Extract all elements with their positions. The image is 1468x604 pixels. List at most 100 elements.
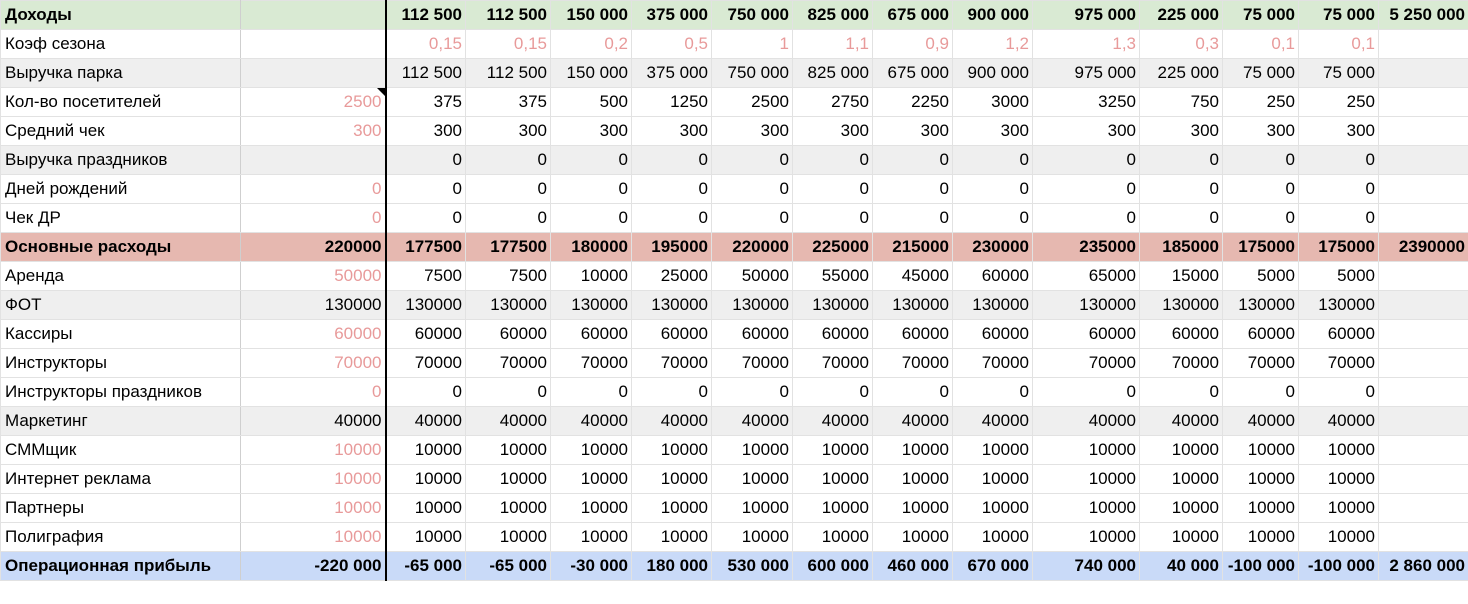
cell-avg-check-col12[interactable]: 300 (1222, 116, 1299, 146)
row-label-avg-check[interactable]: Средний чек (0, 116, 241, 146)
row-label-payroll[interactable]: ФОТ (0, 290, 241, 320)
cell-marketing-col12[interactable]: 40000 (1222, 406, 1299, 436)
cell-birthday-check-col9[interactable]: 0 (952, 203, 1033, 233)
cell-partners-col3[interactable]: 10000 (465, 493, 551, 523)
cell-season-coef-col11[interactable]: 0,3 (1139, 29, 1223, 59)
cell-season-coef-col9[interactable]: 1,2 (952, 29, 1033, 59)
cell-holiday-revenue-col8[interactable]: 0 (872, 145, 953, 175)
cell-cashiers-col14[interactable] (1378, 319, 1468, 349)
cell-income-col10[interactable]: 975 000 (1032, 0, 1140, 30)
cell-birthdays-col1[interactable]: 0 (240, 174, 387, 204)
cell-cashiers-col7[interactable]: 60000 (792, 319, 873, 349)
cell-printing-col14[interactable] (1378, 522, 1468, 552)
cell-season-coef-col13[interactable]: 0,1 (1298, 29, 1379, 59)
cell-avg-check-col5[interactable]: 300 (631, 116, 712, 146)
cell-instructors-col1[interactable]: 70000 (240, 348, 387, 378)
cell-avg-check-col8[interactable]: 300 (872, 116, 953, 146)
cell-operating-profit-col8[interactable]: 460 000 (872, 551, 953, 581)
cell-internet-ads-col9[interactable]: 10000 (952, 464, 1033, 494)
cell-season-coef-col2[interactable]: 0,15 (385, 29, 466, 59)
cell-birthdays-col3[interactable]: 0 (465, 174, 551, 204)
cell-smm-col2[interactable]: 10000 (385, 435, 466, 465)
cell-visitors-col1[interactable]: 2500 (240, 87, 387, 117)
cell-rent-col7[interactable]: 55000 (792, 261, 873, 291)
cell-cashiers-col10[interactable]: 60000 (1032, 319, 1140, 349)
cell-operating-profit-col13[interactable]: -100 000 (1298, 551, 1379, 581)
cell-operating-profit-col3[interactable]: -65 000 (465, 551, 551, 581)
cell-rent-col5[interactable]: 25000 (631, 261, 712, 291)
cell-partners-col9[interactable]: 10000 (952, 493, 1033, 523)
cell-income-col6[interactable]: 750 000 (711, 0, 793, 30)
cell-operating-profit-col14[interactable]: 2 860 000 (1378, 551, 1468, 581)
cell-cashiers-col1[interactable]: 60000 (240, 319, 387, 349)
cell-internet-ads-col13[interactable]: 10000 (1298, 464, 1379, 494)
row-label-internet-ads[interactable]: Интернет реклама (0, 464, 241, 494)
cell-partners-col1[interactable]: 10000 (240, 493, 387, 523)
cell-smm-col1[interactable]: 10000 (240, 435, 387, 465)
cell-income-col13[interactable]: 75 000 (1298, 0, 1379, 30)
cell-instructors-col4[interactable]: 70000 (550, 348, 632, 378)
cell-main-expenses-col13[interactable]: 175000 (1298, 232, 1379, 262)
cell-marketing-col4[interactable]: 40000 (550, 406, 632, 436)
cell-smm-col7[interactable]: 10000 (792, 435, 873, 465)
cell-visitors-col2[interactable]: 375 (385, 87, 466, 117)
cell-park-revenue-col5[interactable]: 375 000 (631, 58, 712, 88)
cell-birthdays-col14[interactable] (1378, 174, 1468, 204)
cell-payroll-col11[interactable]: 130000 (1139, 290, 1223, 320)
cell-holiday-instructors-col2[interactable]: 0 (385, 377, 466, 407)
cell-marketing-col5[interactable]: 40000 (631, 406, 712, 436)
cell-instructors-col5[interactable]: 70000 (631, 348, 712, 378)
cell-avg-check-col1[interactable]: 300 (240, 116, 387, 146)
cell-cashiers-col4[interactable]: 60000 (550, 319, 632, 349)
cell-marketing-col2[interactable]: 40000 (385, 406, 466, 436)
cell-holiday-instructors-col3[interactable]: 0 (465, 377, 551, 407)
cell-avg-check-col3[interactable]: 300 (465, 116, 551, 146)
cell-internet-ads-col2[interactable]: 10000 (385, 464, 466, 494)
cell-park-revenue-col14[interactable] (1378, 58, 1468, 88)
cell-holiday-revenue-col11[interactable]: 0 (1139, 145, 1223, 175)
cell-birthday-check-col10[interactable]: 0 (1032, 203, 1140, 233)
row-label-rent[interactable]: Аренда (0, 261, 241, 291)
row-label-holiday-revenue[interactable]: Выручка праздников (0, 145, 241, 175)
cell-smm-col6[interactable]: 10000 (711, 435, 793, 465)
cell-income-col9[interactable]: 900 000 (952, 0, 1033, 30)
cell-payroll-col5[interactable]: 130000 (631, 290, 712, 320)
cell-holiday-instructors-col4[interactable]: 0 (550, 377, 632, 407)
cell-park-revenue-col3[interactable]: 112 500 (465, 58, 551, 88)
cell-payroll-col8[interactable]: 130000 (872, 290, 953, 320)
cell-marketing-col3[interactable]: 40000 (465, 406, 551, 436)
cell-partners-col13[interactable]: 10000 (1298, 493, 1379, 523)
cell-holiday-instructors-col1[interactable]: 0 (240, 377, 387, 407)
cell-visitors-col3[interactable]: 375 (465, 87, 551, 117)
cell-main-expenses-col5[interactable]: 195000 (631, 232, 712, 262)
cell-season-coef-col3[interactable]: 0,15 (465, 29, 551, 59)
cell-internet-ads-col12[interactable]: 10000 (1222, 464, 1299, 494)
cell-cashiers-col8[interactable]: 60000 (872, 319, 953, 349)
cell-internet-ads-col11[interactable]: 10000 (1139, 464, 1223, 494)
cell-main-expenses-col4[interactable]: 180000 (550, 232, 632, 262)
cell-partners-col12[interactable]: 10000 (1222, 493, 1299, 523)
cell-main-expenses-col1[interactable]: 220000 (240, 232, 387, 262)
cell-season-coef-col1[interactable] (240, 29, 387, 59)
cell-park-revenue-col4[interactable]: 150 000 (550, 58, 632, 88)
cell-smm-col9[interactable]: 10000 (952, 435, 1033, 465)
cell-rent-col3[interactable]: 7500 (465, 261, 551, 291)
cell-printing-col5[interactable]: 10000 (631, 522, 712, 552)
cell-operating-profit-col6[interactable]: 530 000 (711, 551, 793, 581)
cell-visitors-col4[interactable]: 500 (550, 87, 632, 117)
cell-birthday-check-col2[interactable]: 0 (385, 203, 466, 233)
cell-smm-col12[interactable]: 10000 (1222, 435, 1299, 465)
cell-operating-profit-col1[interactable]: -220 000 (240, 551, 387, 581)
cell-cashiers-col12[interactable]: 60000 (1222, 319, 1299, 349)
cell-payroll-col9[interactable]: 130000 (952, 290, 1033, 320)
cell-holiday-revenue-col1[interactable] (240, 145, 387, 175)
cell-printing-col10[interactable]: 10000 (1032, 522, 1140, 552)
cell-internet-ads-col6[interactable]: 10000 (711, 464, 793, 494)
cell-payroll-col2[interactable]: 130000 (385, 290, 466, 320)
row-label-instructors[interactable]: Инструкторы (0, 348, 241, 378)
cell-smm-col11[interactable]: 10000 (1139, 435, 1223, 465)
cell-park-revenue-col6[interactable]: 750 000 (711, 58, 793, 88)
cell-park-revenue-col11[interactable]: 225 000 (1139, 58, 1223, 88)
cell-holiday-instructors-col9[interactable]: 0 (952, 377, 1033, 407)
row-label-park-revenue[interactable]: Выручка парка (0, 58, 241, 88)
